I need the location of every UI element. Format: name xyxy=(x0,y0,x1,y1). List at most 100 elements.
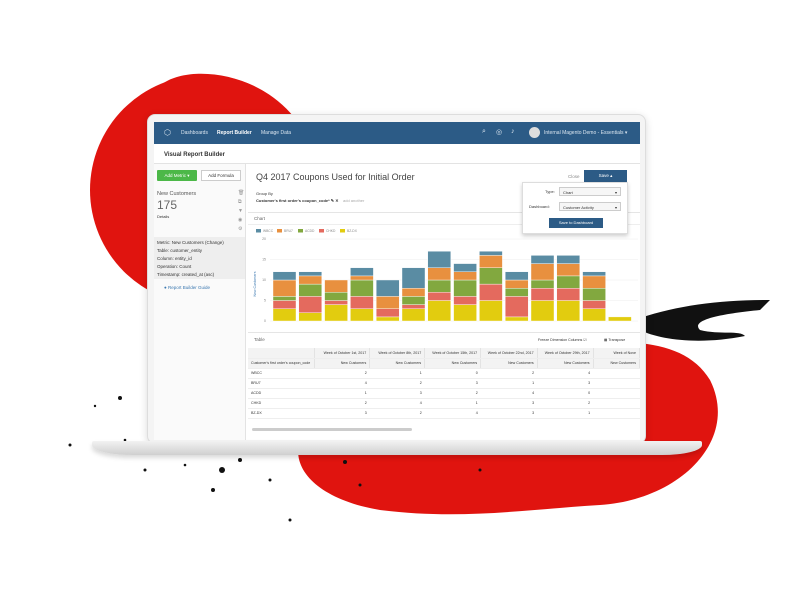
horizontal-scrollbar[interactable] xyxy=(252,428,412,431)
measure-header[interactable]: New Customers xyxy=(424,358,482,369)
bar-segment-bz-dx xyxy=(453,304,477,322)
close-button[interactable]: Close xyxy=(568,174,580,179)
cell-value: 2 xyxy=(314,368,370,379)
bar-segment-acdd xyxy=(556,275,580,289)
cell-value: 4 xyxy=(369,398,425,409)
bar-segment-bru7 xyxy=(530,263,555,281)
cell-value xyxy=(593,388,640,399)
legend-label: WBCC xyxy=(263,229,274,233)
bar-segment-acdd xyxy=(453,279,477,297)
row-code: CHKD xyxy=(248,398,315,409)
measure-header[interactable]: New Customers xyxy=(314,358,371,369)
measure-header[interactable]: New Customers xyxy=(593,358,640,369)
dimension-header[interactable]: Customer's first order's coupon_code xyxy=(248,358,316,369)
bar-segment-acdd xyxy=(479,267,503,285)
nav-dashboards[interactable]: Dashboards xyxy=(181,130,208,136)
bar-segment-acdd xyxy=(272,296,297,301)
bar-segment-acdd xyxy=(324,292,348,301)
bar-segment-bru7 xyxy=(324,279,348,293)
laptop-frame: ⬡ Dashboards Report Builder Manage Data … xyxy=(147,114,646,444)
account-menu[interactable]: Internal Magento Demo - Essentials ▾ xyxy=(544,130,628,136)
cell-value: 3 xyxy=(424,378,481,389)
metric-tool-icons[interactable]: 🗑 ⧉ ▼ ◉ ⚙ xyxy=(238,190,245,232)
dashboard-value: Customer Activity xyxy=(563,205,594,210)
logo-icon: ⬡ xyxy=(164,128,171,137)
cell-value: 4 xyxy=(480,388,538,399)
save-popup: Type: Chart ▾ Dashboard: Customer Activit… xyxy=(522,182,628,234)
week-header: Week of October 29th, 2017 xyxy=(537,348,594,359)
bar-segment-chkd xyxy=(530,287,555,301)
type-value: Chart xyxy=(563,190,573,195)
app-screen: ⬡ Dashboards Report Builder Manage Data … xyxy=(154,122,640,440)
legend-label: CHKD xyxy=(326,229,336,233)
cell-value: 1 xyxy=(480,378,538,389)
details-link[interactable]: Details xyxy=(157,214,170,219)
metric-info-metric[interactable]: Metric: New Customers (Change) xyxy=(157,240,224,245)
bar-segment-chkd xyxy=(556,287,580,301)
bar-segment-wbcc xyxy=(427,251,452,268)
table-row: ACDD 1 3 2 4 0 xyxy=(248,388,640,399)
cell-value: 0 xyxy=(424,368,481,379)
group-by-value[interactable]: Customer's first order's coupon_code* ✎ … xyxy=(256,198,339,203)
legend-swatch xyxy=(340,229,345,233)
bar-segment-acdd xyxy=(401,296,426,305)
chevron-down-icon: ▾ xyxy=(614,205,617,210)
bar-segment-acdd xyxy=(505,287,529,297)
bell-icon[interactable]: ♪ xyxy=(511,128,515,135)
transpose-button[interactable]: ▦ Transpose xyxy=(604,338,626,342)
bar-segment-wbcc xyxy=(350,267,374,277)
transpose-label: Transpose xyxy=(608,338,626,342)
avatar[interactable] xyxy=(529,127,540,138)
help-icon[interactable]: ◎ xyxy=(496,129,503,136)
cell-value: 1 xyxy=(537,408,594,419)
bar-segment-bru7 xyxy=(427,267,452,281)
measure-header[interactable]: New Customers xyxy=(480,358,538,369)
bar-segment-wbcc xyxy=(582,271,606,277)
report-title[interactable]: Q4 2017 Coupons Used for Initial Order xyxy=(256,172,415,182)
legend-swatch xyxy=(277,229,282,233)
table-row: WBCC 2 1 0 2 4 xyxy=(248,368,640,379)
bar-segment-chkd xyxy=(453,296,477,305)
add-metric-button[interactable]: Add Metric ▾ xyxy=(157,170,197,181)
cell-value: 1 xyxy=(369,368,425,379)
dashboard-select[interactable]: Customer Activity ▾ xyxy=(559,202,621,211)
cell-value: 2 xyxy=(369,378,425,389)
bar-segment-wbcc xyxy=(530,255,555,264)
bar-segment-bru7 xyxy=(556,263,580,277)
y-tick-label: 15 xyxy=(262,258,266,262)
search-icon[interactable]: ⌕ xyxy=(482,128,486,135)
y-tick-label: 0 xyxy=(264,319,266,323)
cell-value: 4 xyxy=(537,368,594,379)
bar-segment-bz-dx xyxy=(350,308,374,322)
type-select[interactable]: Chart ▾ xyxy=(559,187,621,196)
bar-segment-bz-dx xyxy=(608,316,632,322)
bar-segment-bru7 xyxy=(479,255,503,268)
metric-name[interactable]: New Customers xyxy=(157,191,197,197)
report-builder-guide-link[interactable]: ● Report Builder Guide xyxy=(164,285,210,290)
metric-info: Metric: New Customers (Change) Table: cu… xyxy=(154,237,245,279)
measure-header[interactable]: New Customers xyxy=(369,358,426,369)
add-formula-button[interactable]: Add Formula xyxy=(201,170,241,181)
cell-value: 4 xyxy=(314,378,370,389)
legend-swatch xyxy=(298,229,303,233)
bar-segment-chkd xyxy=(427,292,452,301)
measure-header[interactable]: New Customers xyxy=(537,358,594,369)
cell-value xyxy=(593,408,640,419)
y-tick-label: 20 xyxy=(262,237,266,241)
cell-value: 2 xyxy=(369,408,425,419)
add-another-link[interactable]: add another xyxy=(343,198,365,203)
bar-segment-bru7 xyxy=(350,275,374,281)
week-header: Week of October 1st, 2017 xyxy=(314,348,371,359)
bar-segment-chkd xyxy=(324,300,348,305)
nav-report-builder[interactable]: Report Builder xyxy=(217,130,252,136)
dashboard-label: Dashboard: xyxy=(529,204,550,209)
freeze-columns-toggle[interactable]: Freeze Dimension Columns ☑ xyxy=(538,338,587,342)
nav-manage-data[interactable]: Manage Data xyxy=(261,130,292,136)
bar-segment-wbcc xyxy=(556,255,580,264)
bar-segment-bz-dx xyxy=(298,312,322,322)
save-to-dashboard-button[interactable]: Save to Dashboard xyxy=(549,218,603,228)
bar-segment-chkd xyxy=(479,283,503,301)
bar-segment-wbcc xyxy=(505,271,529,281)
save-button[interactable]: Save ▴ xyxy=(584,170,627,182)
